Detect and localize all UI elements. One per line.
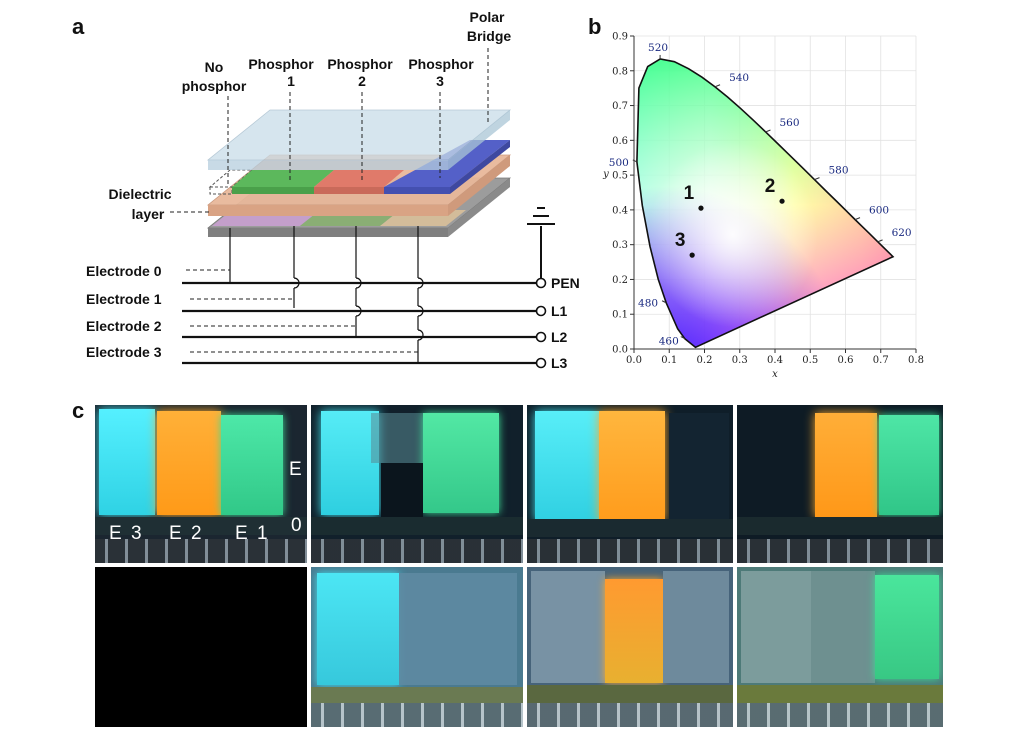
y-axis-label: y xyxy=(602,169,609,180)
data-point-2 xyxy=(779,198,785,204)
y-tick-label: 0.5 xyxy=(612,171,628,182)
photo-bottom-3 xyxy=(527,567,733,727)
layer-stack xyxy=(206,109,512,237)
electrode-label-3: Electrode 3 xyxy=(86,344,162,360)
electrode-label-1: Electrode 1 xyxy=(86,291,162,307)
photo-top-2 xyxy=(311,405,523,563)
x-tick-label: 0.4 xyxy=(767,355,783,366)
panel-letter-a: a xyxy=(72,14,85,39)
label-no-phosphor: No phosphor xyxy=(182,59,247,94)
x-tick-label: 0.6 xyxy=(838,355,854,366)
label-dielectric: Dielectric layer xyxy=(109,186,176,222)
x-tick-label: 0.8 xyxy=(908,355,924,366)
electrode-label-0: Electrode 0 xyxy=(86,263,162,279)
y-tick-label: 0.2 xyxy=(612,275,628,286)
y-tick-label: 0.0 xyxy=(612,345,628,356)
data-point-1 xyxy=(698,205,704,211)
photo-bottom-1 xyxy=(95,567,307,727)
label-e: E xyxy=(289,459,304,480)
device-schematic: No phosphor Phosphor 1 Phosphor 2 Phosphor 3… xyxy=(86,9,580,371)
wavelength-tick xyxy=(632,159,638,163)
y-tick-label: 0.6 xyxy=(612,136,628,147)
x-tick-label: 0.5 xyxy=(802,355,818,366)
terminal-label-l2: L2 xyxy=(551,329,568,345)
label-e2: E 2 xyxy=(169,523,204,544)
photo-top-4 xyxy=(737,405,943,563)
y-tick-label: 0.3 xyxy=(612,240,628,251)
x-tick-label: 0.2 xyxy=(697,355,713,366)
terminal-l2 xyxy=(535,331,547,343)
wavelength-tick xyxy=(661,300,667,304)
terminal-label-l1: L1 xyxy=(551,303,568,319)
ground-icon xyxy=(527,207,555,278)
wavelength-tick xyxy=(877,239,883,243)
panel-letter-c: c xyxy=(72,398,85,423)
wavelength-tick xyxy=(680,336,685,340)
wavelength-label: 500 xyxy=(609,157,629,169)
wavelength-label: 460 xyxy=(659,336,679,348)
y-tick-label: 0.7 xyxy=(612,101,628,112)
y-tick-label: 0.9 xyxy=(612,32,628,43)
photo-bottom-4 xyxy=(737,567,943,727)
data-point-label-1: 1 xyxy=(684,183,695,204)
label-e1: E 1 xyxy=(235,523,270,544)
data-point-label-3: 3 xyxy=(675,230,686,251)
terminal-l1 xyxy=(535,305,547,317)
x-tick-label: 0.7 xyxy=(873,355,889,366)
y-tick-label: 0.8 xyxy=(612,66,628,77)
photo-top-1: E 3 E 2 E 1 E 0 xyxy=(95,405,307,563)
data-point-label-2: 2 xyxy=(765,176,776,197)
label-0: 0 xyxy=(291,515,304,536)
spectral-locus xyxy=(636,58,895,349)
label-polar-bridge: Polar Bridge xyxy=(467,9,512,44)
data-points: 1 2 3 xyxy=(675,176,785,258)
orange-patch xyxy=(157,411,221,515)
green-patch xyxy=(221,415,283,515)
y-tick-label: 0.1 xyxy=(612,310,628,321)
wavelength-label: 580 xyxy=(828,165,848,177)
wavelength-label: 600 xyxy=(869,205,889,217)
wavelength-tick xyxy=(714,84,721,88)
x-tick-label: 0.1 xyxy=(661,355,677,366)
panel-letter-b: b xyxy=(588,14,602,39)
x-axis-label: x xyxy=(772,369,778,380)
label-phosphor-3: Phosphor 3 xyxy=(408,56,474,89)
photo-bottom-2 xyxy=(311,567,523,727)
terminal-label-pen: PEN xyxy=(551,275,580,291)
label-phosphor-2: Phosphor 2 xyxy=(327,56,393,89)
terminal-label-l3: L3 xyxy=(551,355,568,371)
wavelength-label: 480 xyxy=(638,298,658,310)
data-point-3 xyxy=(689,252,695,258)
x-tick-label: 0.3 xyxy=(732,355,748,366)
wavelength-label: 540 xyxy=(729,72,749,84)
phosphor-2-strip xyxy=(314,170,404,187)
phosphor-1-strip xyxy=(232,170,334,187)
wavelength-label: 560 xyxy=(779,117,799,129)
terminal-l3 xyxy=(535,357,547,369)
electrode-label-2: Electrode 2 xyxy=(86,318,162,334)
terminal-pen xyxy=(535,277,547,289)
wavelength-tick xyxy=(765,129,771,133)
wavelength-tick xyxy=(854,217,861,221)
label-phosphor-1: Phosphor 1 xyxy=(248,56,314,89)
x-tick-label: 0.0 xyxy=(626,355,642,366)
label-e3: E 3 xyxy=(109,523,144,544)
cyan-patch xyxy=(99,409,155,515)
wavelength-label: 620 xyxy=(892,227,912,239)
chart-axes: 0.0 0.1 0.2 0.3 0.4 0.5 0.6 0.7 0.8 0.0 0.1 0.2 0.3 0… xyxy=(602,32,924,381)
wavelength-label: 520 xyxy=(648,42,668,54)
wavelength-tick xyxy=(814,177,820,181)
photo-top-3 xyxy=(527,405,733,563)
cie-chart: 0.0 0.1 0.2 0.3 0.4 0.5 0.6 0.7 0.8 0.0 0.1 0.2 0.3 0… xyxy=(602,32,924,381)
y-tick-label: 0.4 xyxy=(612,205,628,216)
